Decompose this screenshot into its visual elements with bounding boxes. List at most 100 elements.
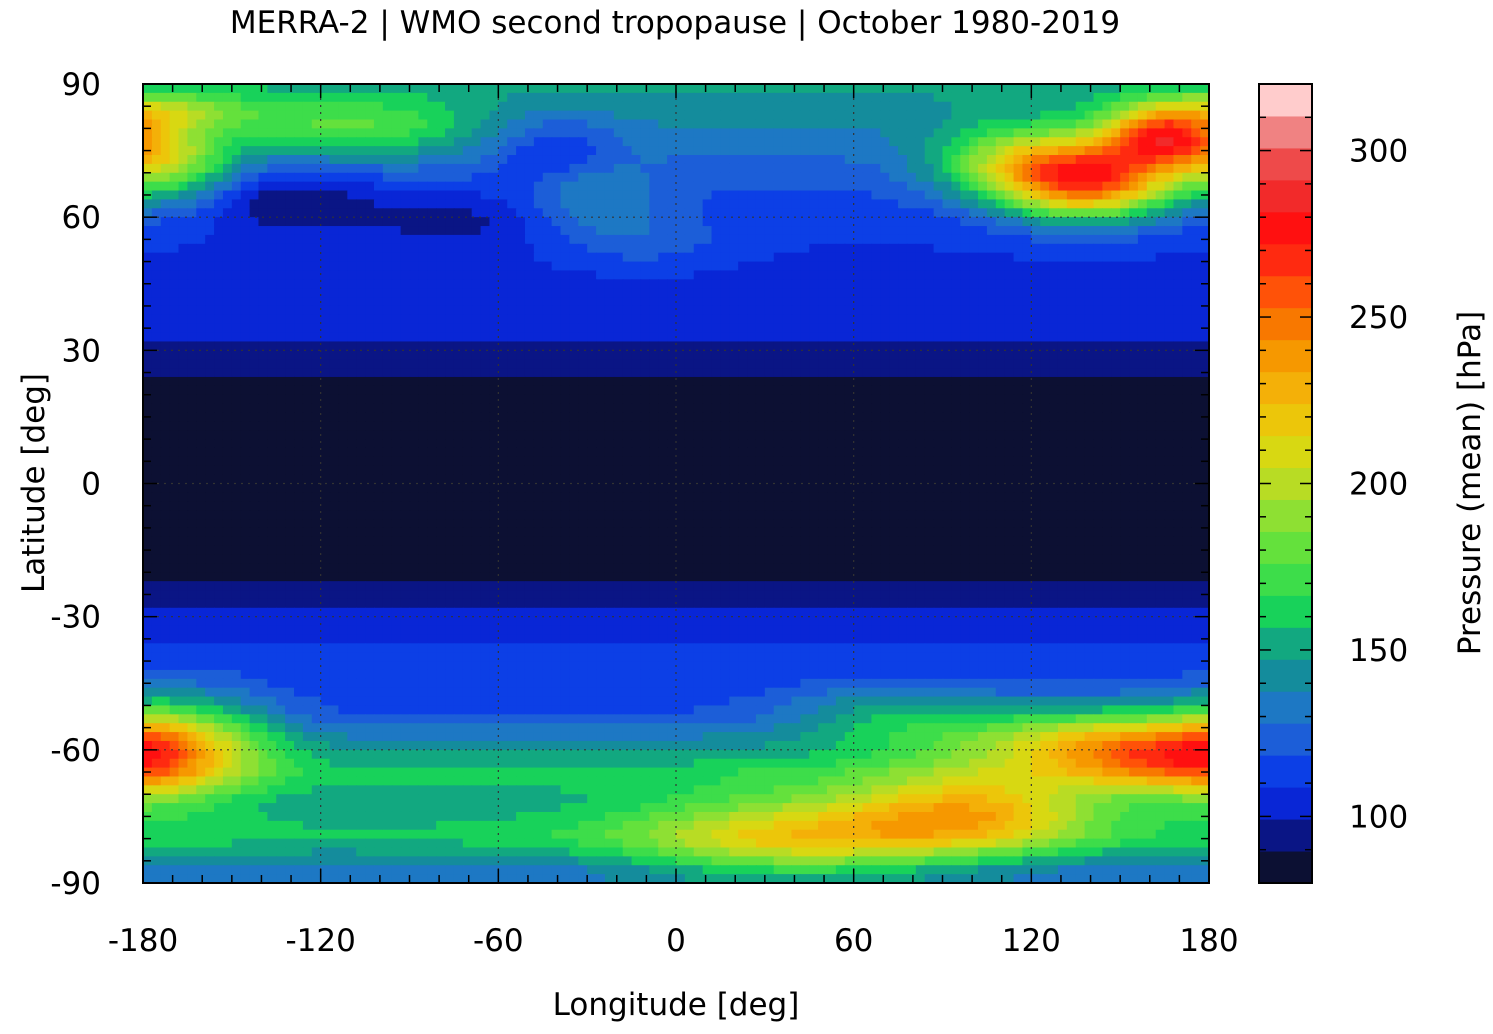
heatmap-cell <box>693 137 704 147</box>
heatmap-cell <box>445 261 455 272</box>
heatmap-cell <box>649 270 659 280</box>
heatmap-cell <box>818 421 828 431</box>
heatmap-cell <box>1173 261 1183 272</box>
heatmap-cell <box>258 288 268 298</box>
heatmap-cell <box>871 119 881 129</box>
heatmap-cell <box>365 190 375 201</box>
heatmap-cell <box>693 101 704 112</box>
heatmap-cell <box>436 385 446 396</box>
heatmap-cell <box>720 376 730 387</box>
heatmap-cell <box>693 359 704 369</box>
heatmap-cell <box>969 163 979 174</box>
heatmap-cell <box>373 314 384 325</box>
heatmap-cell <box>755 208 766 218</box>
heatmap-cell <box>587 217 597 227</box>
heatmap-cell <box>684 146 695 156</box>
heatmap-cell <box>196 376 206 387</box>
heatmap-cell <box>800 181 810 192</box>
heatmap-cell <box>471 199 482 209</box>
heatmap-cell <box>498 163 508 174</box>
heatmap-cell <box>889 110 899 121</box>
heatmap-cell <box>169 385 180 396</box>
heatmap-cell <box>1155 288 1166 298</box>
heatmap-cell <box>702 110 713 121</box>
heatmap-cell <box>214 394 224 405</box>
heatmap-cell <box>915 439 926 449</box>
heatmap-cell <box>1066 323 1077 334</box>
heatmap-cell <box>418 368 428 378</box>
heatmap-cell <box>480 226 491 236</box>
heatmap-cell <box>356 155 366 165</box>
heatmap-cell <box>205 181 215 192</box>
heatmap-cell <box>302 226 313 236</box>
heatmap-cell <box>302 412 313 422</box>
heatmap-cell <box>1084 92 1095 103</box>
heatmap-cell <box>1155 119 1166 129</box>
heatmap-cell <box>533 128 544 138</box>
heatmap-cell <box>862 163 873 174</box>
heatmap-cell <box>613 234 624 245</box>
heatmap-cell <box>143 359 153 369</box>
heatmap-cell <box>178 128 189 138</box>
heatmap-cell <box>604 217 615 227</box>
heatmap-cell <box>1093 155 1103 165</box>
heatmap-cell <box>1137 412 1148 422</box>
heatmap-cell <box>889 172 899 183</box>
heatmap-cell <box>924 226 935 236</box>
heatmap-cell <box>1102 119 1112 129</box>
heatmap-cell <box>1040 172 1050 183</box>
heatmap-cell <box>285 368 295 378</box>
heatmap-cell <box>889 350 899 360</box>
heatmap-cell <box>951 332 961 343</box>
heatmap-cell <box>169 430 180 440</box>
heatmap-cell <box>551 199 562 209</box>
heatmap-cell <box>604 279 615 289</box>
heatmap-cell <box>684 243 695 254</box>
heatmap-cell <box>400 421 411 431</box>
heatmap-cell <box>782 376 793 387</box>
heatmap-cell <box>267 394 277 405</box>
heatmap-cell <box>169 217 180 227</box>
heatmap-cell <box>427 163 437 174</box>
heatmap-cell <box>285 208 295 218</box>
heatmap-cell <box>1066 403 1077 414</box>
heatmap-cell <box>365 359 375 369</box>
heatmap-cell <box>720 305 730 316</box>
heatmap-cell <box>1111 172 1121 183</box>
heatmap-cell <box>533 181 544 192</box>
heatmap-cell <box>915 394 926 405</box>
heatmap-cell <box>640 350 650 360</box>
heatmap-cell <box>764 137 775 147</box>
heatmap-cell <box>143 288 153 298</box>
heatmap-cell <box>143 110 153 121</box>
heatmap-cell <box>835 92 846 103</box>
heatmap-cell <box>436 323 446 334</box>
heatmap-cell <box>986 288 997 298</box>
heatmap-cell <box>267 110 277 121</box>
heatmap-cell <box>1031 359 1041 369</box>
heatmap-cell <box>569 297 579 307</box>
heatmap-cell <box>143 394 153 405</box>
heatmap-cell <box>427 305 437 316</box>
heatmap-cell <box>418 252 428 263</box>
heatmap-cell <box>702 252 713 263</box>
heatmap-cell <box>382 270 393 280</box>
heatmap-cell <box>924 172 935 183</box>
heatmap-cell <box>667 394 677 405</box>
heatmap-cell <box>755 199 766 209</box>
heatmap-cell <box>507 226 517 236</box>
heatmap-cell <box>915 190 926 201</box>
heatmap-cell <box>1066 226 1077 236</box>
heatmap-cell <box>587 101 597 112</box>
heatmap-cell <box>1173 155 1183 165</box>
heatmap-cell <box>320 359 331 369</box>
heatmap-cell <box>1137 146 1148 156</box>
heatmap-cell <box>640 128 650 138</box>
heatmap-cell <box>569 234 579 245</box>
heatmap-cell <box>498 288 508 298</box>
heatmap-cell <box>827 270 837 280</box>
heatmap-cell <box>898 261 908 272</box>
heatmap-cell <box>862 190 873 201</box>
heatmap-cell <box>711 403 722 414</box>
heatmap-cell <box>1164 208 1175 218</box>
